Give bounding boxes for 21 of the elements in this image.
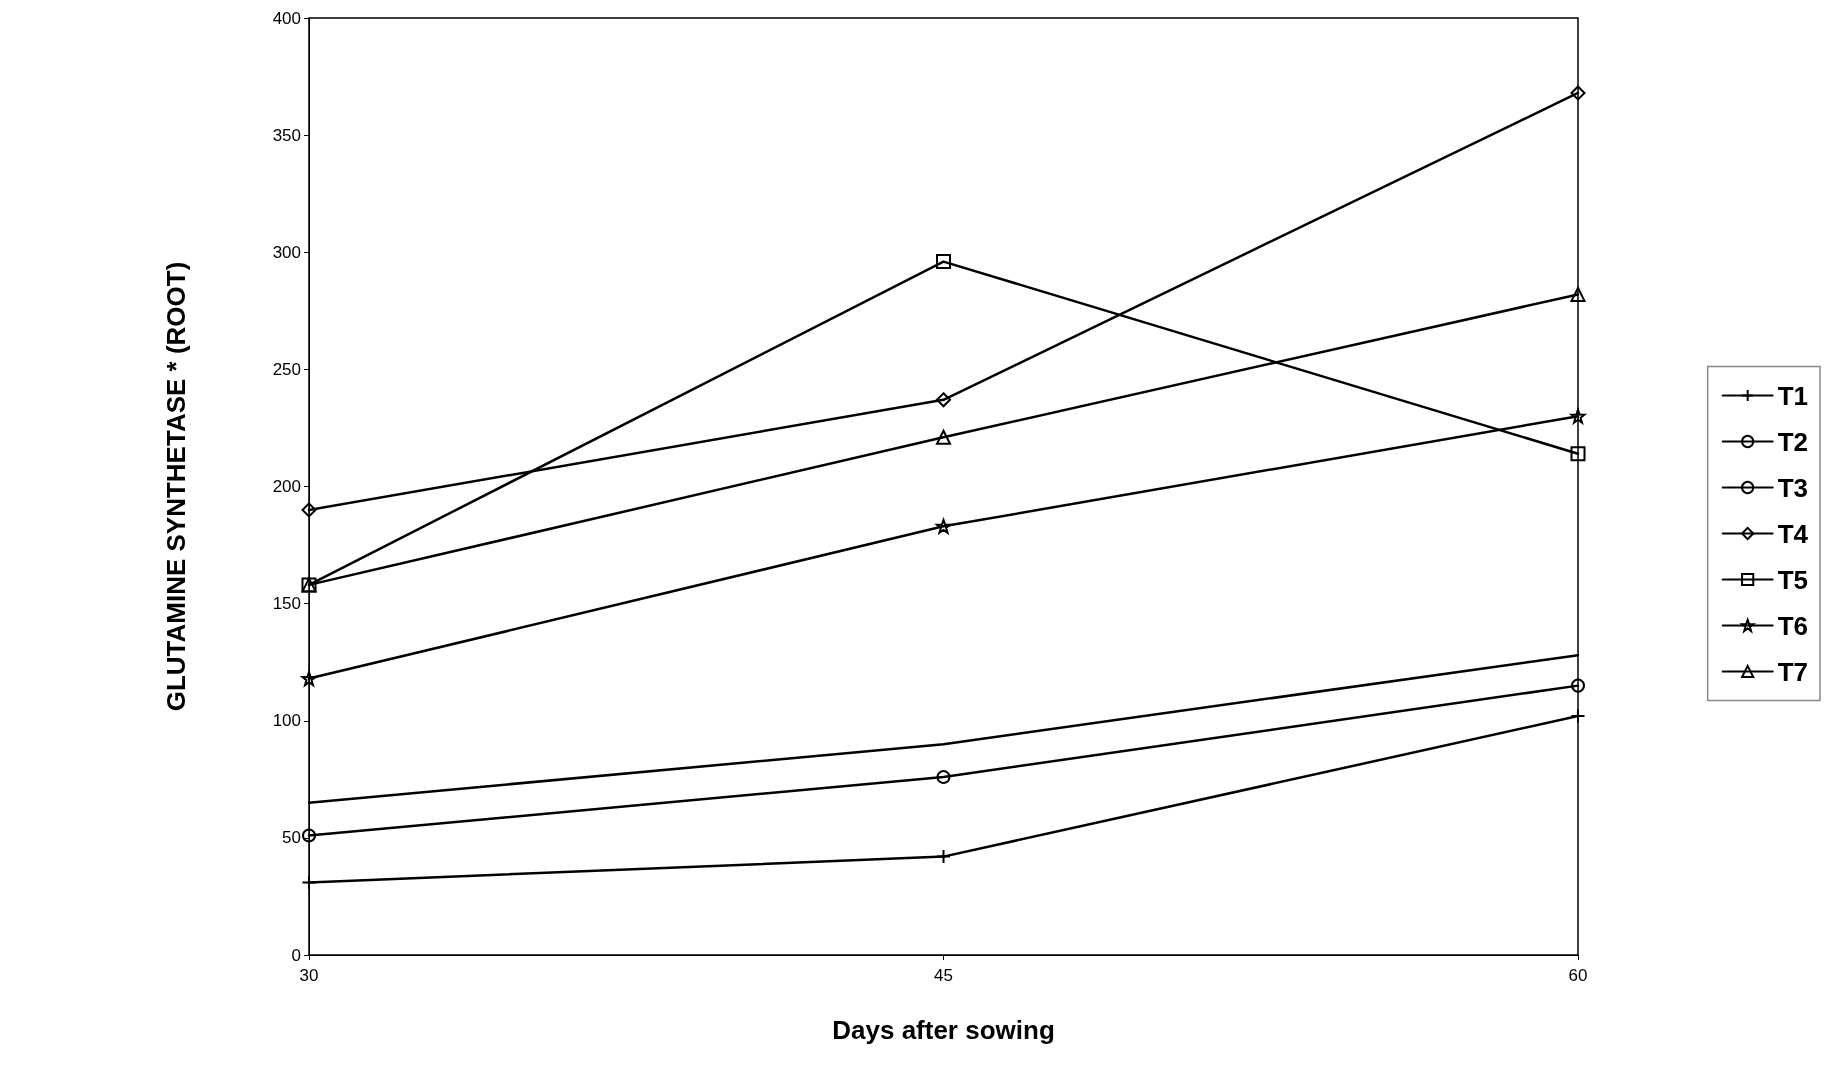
legend-label: T5: [1777, 564, 1808, 595]
legend-label: T6: [1777, 610, 1808, 641]
y-tick-label: 400: [272, 8, 301, 28]
x-tick-label: 30: [299, 966, 319, 985]
y-tick-label: 350: [272, 125, 301, 145]
y-tick-label: 50: [282, 828, 301, 848]
legend-label: T3: [1777, 472, 1808, 503]
y-tick-label: 300: [272, 242, 301, 262]
y-tick-label: 200: [272, 477, 301, 496]
legend-label: T7: [1777, 656, 1808, 687]
x-tick-label: 60: [1568, 966, 1588, 985]
y-tick-label: 100: [272, 711, 301, 731]
legend-label: T4: [1777, 518, 1809, 549]
legend-label: T2: [1777, 426, 1808, 457]
x-axis-title: Days after sowing: [832, 1015, 1055, 1045]
legend-label: T1: [1777, 380, 1808, 411]
y-tick-label: 0: [291, 945, 301, 965]
y-tick-label: 150: [272, 594, 301, 614]
y-axis-title: GLUTAMINE SYNTHETASE * (ROOT): [161, 261, 191, 712]
y-tick-label: 250: [272, 359, 301, 379]
x-tick-label: 45: [934, 966, 953, 985]
